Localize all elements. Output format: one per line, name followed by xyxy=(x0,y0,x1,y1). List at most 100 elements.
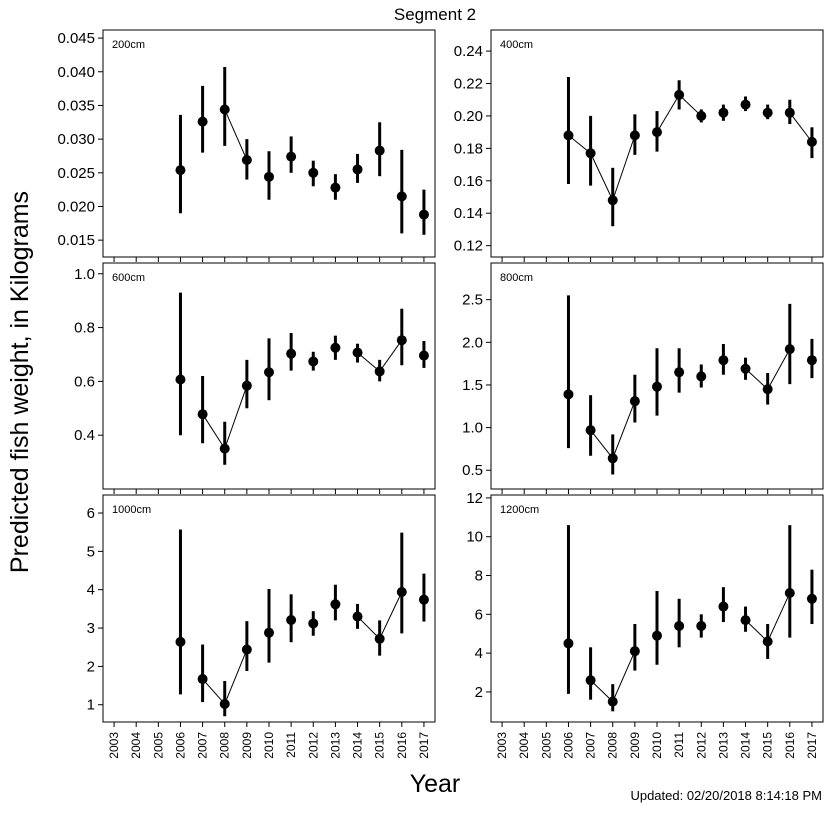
data-point xyxy=(241,644,252,655)
connector-line xyxy=(202,413,226,449)
data-point xyxy=(286,151,297,162)
y-tick-label: 0.035 xyxy=(57,97,95,114)
data-point xyxy=(286,615,297,626)
data-point xyxy=(740,615,751,626)
data-point xyxy=(652,127,662,138)
y-tick-label: 0.12 xyxy=(454,238,483,255)
y-tick-label: 10 xyxy=(466,529,483,546)
y-tick-label: 0.030 xyxy=(57,131,95,148)
data-point xyxy=(374,145,385,156)
data-point xyxy=(784,587,795,598)
connector-line xyxy=(379,591,403,640)
data-point xyxy=(718,355,729,366)
x-tick-label: 2015 xyxy=(761,732,775,759)
data-point xyxy=(308,167,319,178)
panel-200cm: 200cm 0.015 0.020 0.025 0.030 0.035 0.040 0.045 xyxy=(57,29,436,262)
x-tick-label: 2004 xyxy=(129,732,143,759)
y-tick-label: 3 xyxy=(87,620,95,637)
data-point xyxy=(219,443,230,454)
y-tick-label: 0.025 xyxy=(57,165,95,182)
x-tick-label: 2012 xyxy=(306,732,320,759)
y-tick-label: 1.5 xyxy=(462,377,483,394)
x-tick-label: 2003 xyxy=(107,732,121,759)
connector-line xyxy=(590,153,614,201)
data-point xyxy=(374,633,385,644)
data-point xyxy=(219,698,230,709)
y-tick-label: 0.8 xyxy=(74,320,95,337)
panel-800cm: 800cm 0.5 1.0 1.5 2.0 2.5 xyxy=(462,262,824,494)
panel-1000cm: 1000cm 1 2 3 4 5 6 2003 2004 2005 2006 2007 2008 2009… xyxy=(87,494,436,759)
y-tick-label: 1.0 xyxy=(462,420,483,437)
panel-label: 800cm xyxy=(500,272,533,284)
x-tick-label: 2009 xyxy=(628,732,642,759)
y-tick-label: 0.20 xyxy=(454,108,483,125)
y-tick-label: 0.045 xyxy=(57,30,95,47)
data-point xyxy=(330,599,341,610)
y-tick-label: 4 xyxy=(475,645,483,662)
panel-label: 600cm xyxy=(112,272,145,284)
x-tick-label: 2014 xyxy=(351,732,365,759)
connector-line xyxy=(224,385,248,449)
data-point xyxy=(330,182,341,193)
data-point xyxy=(175,374,186,385)
y-tick-label: 12 xyxy=(466,490,483,507)
data-point xyxy=(806,136,817,147)
connector-line xyxy=(590,679,614,702)
data-point xyxy=(418,209,429,220)
x-tick-label: 2010 xyxy=(262,732,276,759)
x-tick-label: 2008 xyxy=(218,732,232,759)
y-tick-label: 0.6 xyxy=(74,373,95,390)
data-point xyxy=(674,620,685,631)
y-tick-label: 0.24 xyxy=(454,43,483,60)
data-point xyxy=(396,335,407,346)
data-point xyxy=(585,148,596,159)
data-point xyxy=(784,344,795,355)
y-tick-label: 6 xyxy=(475,606,483,623)
data-point xyxy=(629,396,640,407)
panel-1200cm: 1200cm 2 4 6 8 10 12 2003 2004 2005 2006 2007 2008 20… xyxy=(466,490,824,759)
data-point xyxy=(629,130,640,141)
data-point xyxy=(219,104,230,115)
y-tick-label: 0.4 xyxy=(74,427,95,444)
connector-line xyxy=(612,650,636,702)
connector-line xyxy=(590,429,614,459)
y-tick-label: 2 xyxy=(475,684,483,701)
updated-timestamp: Updated: 02/20/2018 8:14:18 PM xyxy=(630,788,822,803)
data-point xyxy=(330,342,341,353)
panel-600cm: 600cm 0.4 0.6 0.8 1.0 xyxy=(74,262,436,494)
x-tick-label: 2015 xyxy=(373,732,387,759)
connector-line xyxy=(745,619,769,642)
data-point xyxy=(762,107,773,118)
data-point xyxy=(308,356,319,367)
data-point xyxy=(607,453,618,464)
data-point xyxy=(806,593,817,604)
x-tick-label: 2004 xyxy=(517,732,531,759)
data-point xyxy=(241,380,252,391)
connector-line xyxy=(357,616,381,640)
panels-group: 200cm 0.015 0.020 0.025 0.030 0.035 0.040 0.045… xyxy=(57,29,824,759)
y-tick-label: 0.18 xyxy=(454,140,483,157)
data-point xyxy=(762,384,773,395)
data-point xyxy=(418,350,429,361)
x-tick-label: 2016 xyxy=(395,732,409,759)
x-tick-label: 2005 xyxy=(539,732,553,759)
y-tick-label: 2.0 xyxy=(462,334,483,351)
y-tick-label: 0.5 xyxy=(462,462,483,479)
data-point xyxy=(718,601,729,612)
data-point xyxy=(264,171,274,182)
data-point xyxy=(374,366,385,377)
x-tick-label: 2009 xyxy=(240,732,254,759)
data-point xyxy=(696,620,707,631)
data-point xyxy=(352,611,363,622)
connector-line xyxy=(656,94,680,133)
data-point xyxy=(740,363,751,374)
data-point xyxy=(286,348,297,359)
y-tick-label: 2 xyxy=(87,658,95,675)
x-axis-label: Year xyxy=(410,770,461,798)
x-tick-label: 2005 xyxy=(151,732,165,759)
data-point xyxy=(396,191,407,202)
data-point xyxy=(563,638,574,649)
data-point xyxy=(264,367,274,378)
data-point xyxy=(762,636,773,647)
